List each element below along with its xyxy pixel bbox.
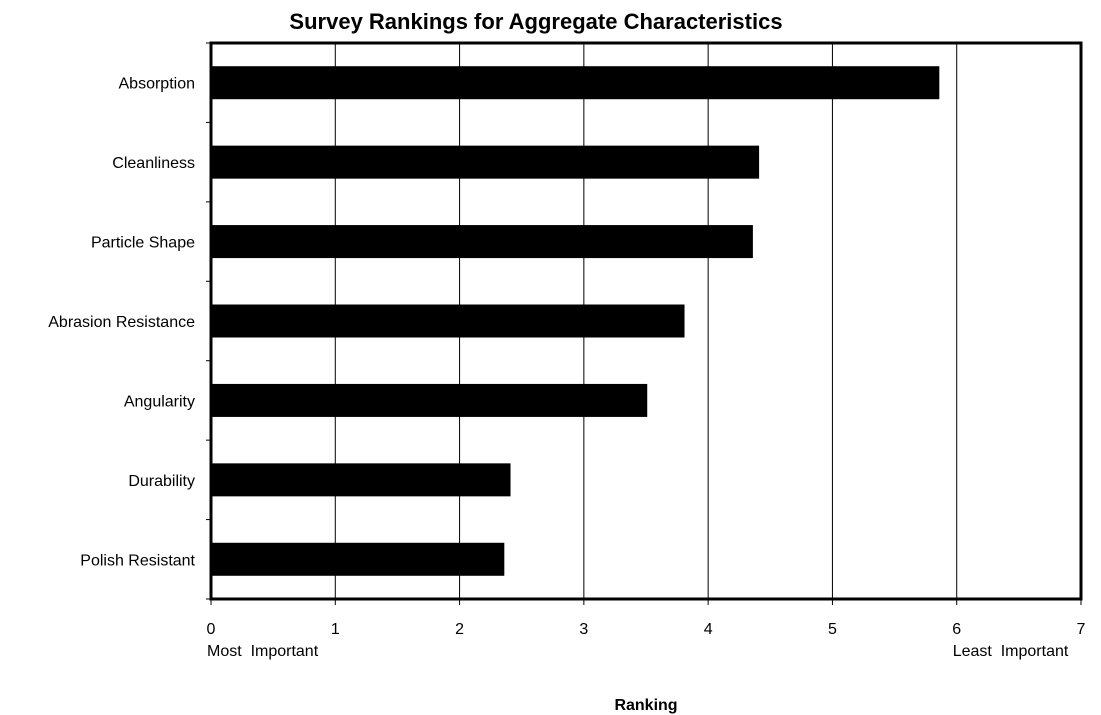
category-label: Durability (128, 473, 195, 490)
category-label: Abrasion Resistance (48, 314, 195, 331)
x-tick-label: 6 (952, 621, 961, 638)
x-tick-label: 5 (828, 621, 837, 638)
labels: Absorption Cleanliness Particle Shape Abras… (48, 76, 1085, 660)
category-label: Polish Resistant (80, 552, 195, 569)
x-tick-label: 3 (579, 621, 588, 638)
category-label: Cleanliness (112, 155, 195, 172)
x-tick-label: 7 (1077, 621, 1086, 638)
bar (211, 225, 753, 259)
bar (211, 66, 940, 100)
x-tick-label: 2 (455, 621, 464, 638)
category-label: Absorption (119, 76, 196, 93)
bars (211, 66, 940, 576)
x-tick-sublabel: Least Important (953, 643, 1069, 660)
x-axis-label: Ranking (614, 697, 677, 714)
x-tick-label: 0 (207, 621, 216, 638)
chart-title: Survey Rankings for Aggregate Characteri… (289, 9, 782, 34)
bar (211, 304, 685, 338)
category-label: Particle Shape (91, 235, 195, 252)
bar (211, 542, 505, 576)
bar (211, 145, 760, 179)
category-label: Angularity (124, 393, 195, 410)
x-tick-sublabel: Most Important (207, 643, 319, 660)
x-tick-label: 4 (704, 621, 713, 638)
x-tick-label: 1 (331, 621, 340, 638)
bar (211, 463, 511, 497)
plot-frame (209, 41, 1083, 601)
bar (211, 383, 648, 417)
axes (206, 42, 1082, 605)
